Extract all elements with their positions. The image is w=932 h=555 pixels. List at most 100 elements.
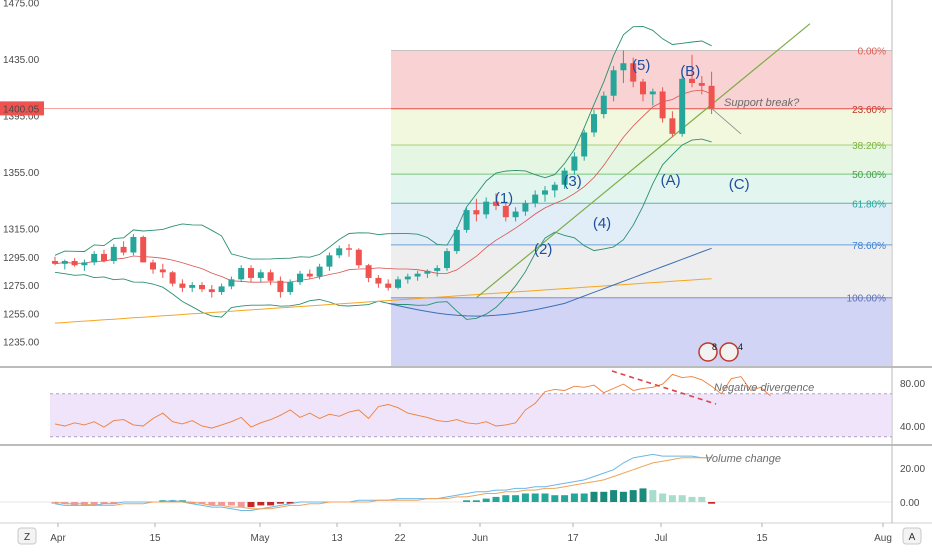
fib-level-label: 50.00%	[852, 170, 886, 181]
volume-bar	[61, 502, 69, 504]
volume-bar	[169, 500, 177, 502]
candle-body	[287, 282, 294, 293]
candle-body	[140, 236, 147, 263]
candle-body	[561, 170, 568, 185]
auto-scale-icon[interactable]	[902, 527, 922, 545]
volume-bar	[110, 502, 118, 504]
event-badge-count: 8	[712, 342, 717, 352]
price-tick-label: 1235.00	[3, 338, 40, 349]
volume-bar	[247, 502, 255, 508]
fib-zone	[391, 108, 892, 145]
candle-body	[551, 184, 558, 191]
candle-body	[385, 283, 392, 288]
candle-body	[130, 236, 137, 253]
candle-body	[571, 156, 578, 171]
volume-bar	[51, 502, 59, 504]
candle-body	[444, 251, 450, 269]
volume-bar	[188, 502, 196, 504]
time-tick-label: Jun	[472, 533, 488, 544]
fib-level-label: 0.00%	[858, 47, 886, 58]
volume-bar	[570, 493, 578, 502]
volume-bar	[541, 493, 549, 502]
candle-body	[346, 248, 352, 250]
time-tick-label: 17	[567, 533, 579, 544]
last-price-tag	[0, 101, 44, 116]
candle-body	[81, 262, 88, 266]
fib-level-label: 78.60%	[852, 241, 886, 252]
candle-body	[189, 285, 196, 288]
zoom-icon[interactable]	[17, 527, 37, 545]
price-tick-label: 1395.00	[3, 112, 40, 123]
candle-body	[473, 210, 480, 215]
candle-body	[297, 273, 303, 283]
divergence-note: Negative divergence	[714, 382, 814, 394]
candle-body	[620, 63, 627, 71]
candle-body	[395, 279, 401, 288]
wave-label: (4)	[593, 215, 611, 232]
candle-body	[532, 194, 539, 204]
candle-body	[71, 260, 78, 266]
price-tick-label: 1275.00	[3, 281, 40, 292]
volume-bar	[237, 502, 245, 508]
candle-body	[669, 118, 676, 134]
candle-body	[355, 249, 362, 266]
volume-bar	[678, 495, 686, 502]
volume-bar	[590, 491, 598, 502]
volume-bar	[688, 496, 696, 502]
candle-body	[208, 289, 215, 293]
candle-body	[453, 229, 460, 252]
volume-bar	[227, 502, 235, 506]
volume-bar	[629, 490, 637, 502]
candle-body	[689, 78, 695, 84]
support-trendline	[476, 23, 811, 299]
candle-body	[463, 210, 470, 230]
candle-body	[610, 70, 617, 96]
volume-bar	[659, 493, 667, 502]
wave-label: (3)	[563, 173, 581, 190]
candle-body	[306, 273, 313, 277]
fib-zone	[391, 144, 892, 175]
fib-zone	[391, 50, 892, 109]
divergence-line	[611, 370, 717, 405]
candle-body	[375, 277, 382, 284]
event-badge-count: 4	[738, 342, 743, 352]
candle-body	[659, 91, 666, 119]
wave-label: (A)	[661, 172, 681, 189]
volume-bar	[267, 502, 275, 506]
candle-body	[248, 268, 254, 278]
candle-body	[316, 266, 323, 277]
candle-body	[502, 205, 509, 218]
candle-body	[159, 269, 166, 273]
candle-body	[91, 253, 98, 263]
candle-body	[238, 268, 245, 280]
volume-bar	[619, 491, 627, 502]
bollinger-lower	[54, 138, 712, 320]
price-tick-label: 1355.00	[3, 168, 40, 179]
candle-body	[120, 246, 127, 253]
candle-body	[336, 248, 343, 256]
candle-body	[61, 260, 68, 264]
rsi-tick-label: 80.00	[900, 379, 925, 390]
wave-label: (5)	[632, 57, 650, 74]
candle-body	[591, 114, 597, 133]
volume-bar	[492, 496, 500, 502]
candle-body	[414, 273, 421, 277]
rsi-band	[50, 393, 892, 437]
lower-band-line	[388, 247, 712, 317]
price-tick-label: 1475.00	[3, 0, 40, 10]
candle-body	[150, 262, 156, 270]
candle-body	[698, 83, 705, 86]
time-tick-label: 22	[394, 533, 406, 544]
volume-bar	[463, 500, 471, 502]
price-tick-label: 1295.00	[3, 253, 40, 264]
volume-bar	[708, 502, 716, 504]
volume-bar	[512, 495, 520, 502]
price-tick-label: 1255.00	[3, 309, 40, 320]
time-tick-label: Jul	[655, 533, 668, 544]
fib-zone	[391, 244, 892, 298]
time-tick-label: 13	[331, 533, 343, 544]
candle-body	[110, 246, 117, 261]
volume-bar	[472, 500, 480, 502]
